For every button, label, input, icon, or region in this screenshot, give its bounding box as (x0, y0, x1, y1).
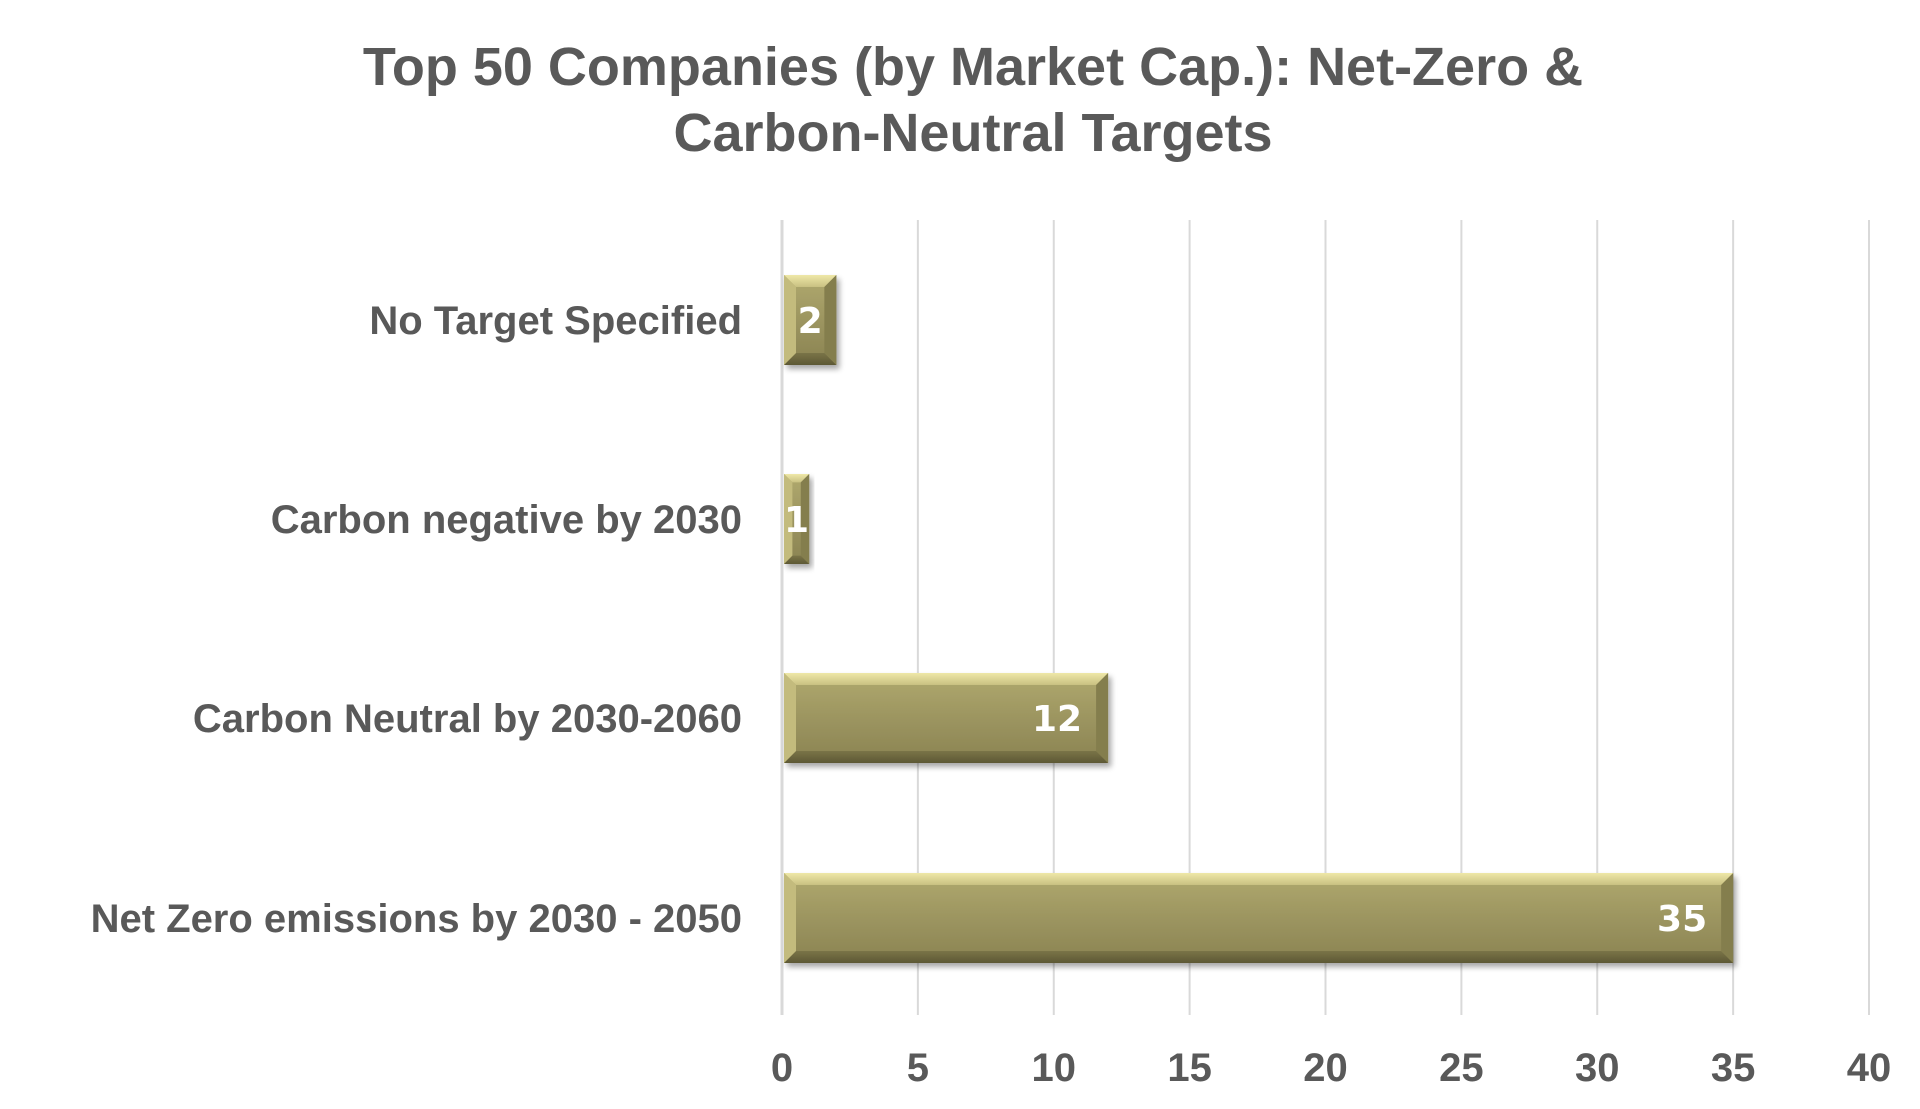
category-labels: No Target Specified Carbon negative by 20… (91, 299, 742, 941)
gridlines (780, 220, 1870, 1015)
bar-2 (784, 673, 1109, 763)
x-tick-label-15: 15 (1167, 1046, 1212, 1090)
x-tick-label-30: 30 (1575, 1046, 1620, 1090)
x-tick-label-0: 0 (771, 1046, 793, 1090)
data-label-3: 35 (1657, 899, 1707, 940)
bar-3 (784, 873, 1734, 963)
category-label-1: Carbon negative by 2030 (271, 498, 742, 542)
x-tick-label-25: 25 (1439, 1046, 1484, 1090)
bar-bevel-right-2 (1096, 673, 1109, 763)
x-tick-label-20: 20 (1303, 1046, 1348, 1090)
chart-title-line-2: Carbon-Neutral Targets (673, 103, 1272, 163)
data-label-2: 12 (1032, 699, 1082, 740)
bar-bevel-left-3 (784, 873, 796, 963)
bar-bevel-left-0 (784, 275, 796, 365)
bar-0 (784, 275, 837, 365)
bar-bevel-right-1 (800, 474, 810, 564)
category-label-3: Net Zero emissions by 2030 - 2050 (91, 897, 742, 941)
x-tick-label-40: 40 (1847, 1046, 1892, 1090)
bar-bevel-bottom-3 (784, 951, 1734, 963)
bar-face-2 (784, 673, 1109, 763)
bar-1 (784, 474, 810, 564)
data-label-1: 1 (784, 500, 809, 541)
chart-title: Top 50 Companies (by Market Cap.): Net-Z… (363, 37, 1583, 163)
bar-bevel-bottom-0 (784, 353, 837, 365)
bar-bevel-right-0 (824, 275, 837, 365)
x-tick-label-10: 10 (1032, 1046, 1077, 1090)
bar-bevel-left-2 (784, 673, 796, 763)
bar-bevel-top-3 (784, 873, 1734, 885)
bar-bevel-top-2 (784, 673, 1109, 685)
bar-bevel-top-0 (784, 275, 837, 287)
data-label-0: 2 (798, 301, 823, 342)
bars: 2 1 12 35 (784, 275, 1734, 963)
bar-bevel-right-3 (1721, 873, 1734, 963)
category-label-0: No Target Specified (369, 299, 742, 343)
bar-bevel-bottom-2 (784, 751, 1109, 763)
category-label-2: Carbon Neutral by 2030-2060 (193, 697, 742, 741)
bar-bevel-left-1 (784, 474, 793, 564)
chart-title-line-1: Top 50 Companies (by Market Cap.): Net-Z… (363, 37, 1583, 97)
x-axis-tick-labels: 0 5 10 15 20 25 30 35 40 (771, 1046, 1891, 1090)
bar-face-3 (784, 873, 1734, 963)
x-tick-label-35: 35 (1711, 1046, 1756, 1090)
x-tick-label-5: 5 (907, 1046, 929, 1090)
